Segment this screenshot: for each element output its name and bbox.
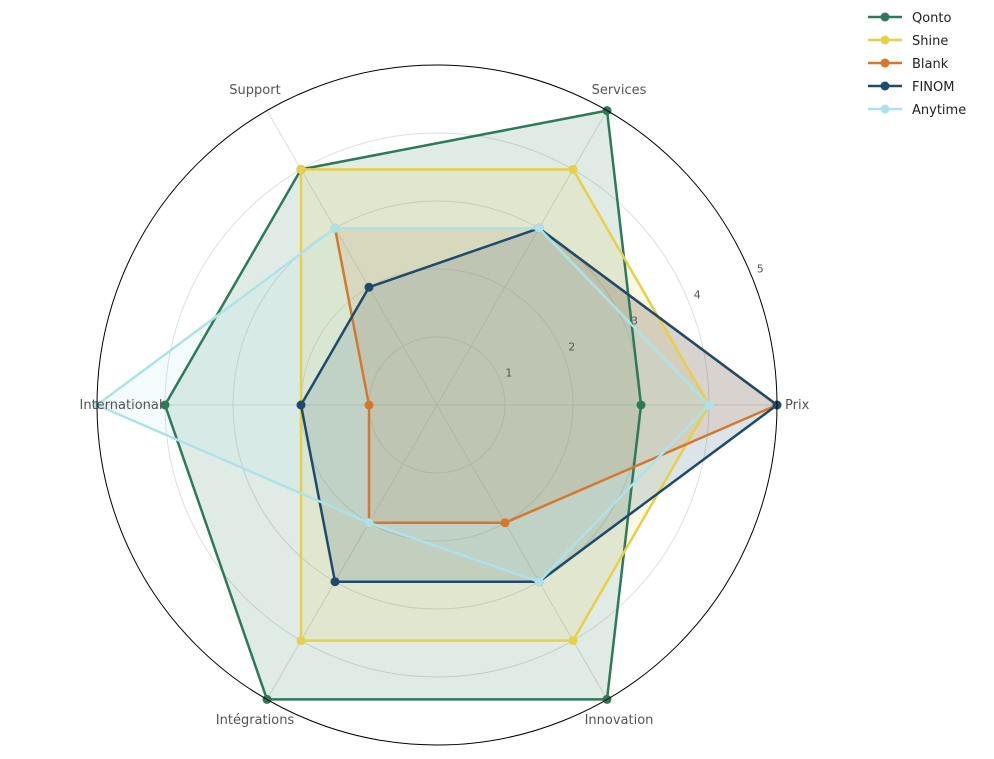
data-point: [568, 164, 578, 174]
axis-labels: Prix Services Support International Intégrat…: [80, 83, 810, 728]
legend-marker: [880, 12, 890, 22]
outer-circle: [96, 64, 778, 746]
axis-label: International: [80, 398, 163, 413]
radial-tick-label: 2: [568, 341, 575, 354]
series-area-qonto: [165, 110, 641, 700]
data-point: [364, 400, 374, 410]
legend: Qonto Shine Blank FINOM Anytime: [868, 11, 966, 118]
radial-tick-label: 4: [694, 289, 701, 302]
axis-label: Services: [592, 83, 647, 98]
data-point: [160, 400, 170, 410]
data-point: [534, 577, 544, 587]
data-point: [364, 282, 374, 292]
legend-label: Qonto: [912, 11, 952, 26]
axis-label: Support: [229, 83, 280, 98]
grid-spoke: [266, 110, 438, 406]
legend-marker: [880, 58, 890, 68]
grid-spoke: [436, 110, 608, 406]
legend-label: Anytime: [912, 103, 966, 118]
axis-label: Intégrations: [216, 713, 295, 728]
series-lines: [92, 64, 782, 746]
data-point: [296, 164, 306, 174]
legend-marker: [880, 104, 890, 114]
grid-spoke: [266, 404, 438, 700]
data-point: [704, 400, 714, 410]
data-point: [636, 400, 646, 410]
data-point: [330, 577, 340, 587]
radial-tick-label: 1: [505, 367, 512, 380]
radial-tick-label: 3: [631, 315, 638, 328]
data-point: [568, 636, 578, 646]
data-point: [296, 400, 306, 410]
legend-marker: [880, 81, 890, 91]
legend-label: FINOM: [912, 80, 955, 95]
series-area-anytime: [97, 228, 709, 582]
legend-marker: [880, 35, 890, 45]
data-point: [534, 223, 544, 233]
axis-label: Prix: [785, 398, 810, 413]
legend-item-shine: Shine: [868, 34, 948, 49]
legend-item-qonto: Qonto: [868, 11, 952, 26]
legend-label: Blank: [912, 57, 949, 72]
legend-item-blank: Blank: [868, 57, 949, 72]
data-point: [330, 223, 340, 233]
data-point: [296, 636, 306, 646]
series-areas: [97, 110, 777, 700]
data-point: [364, 518, 374, 528]
grid-spoke: [436, 404, 608, 700]
radial-tick-labels: 1 2 3 4 5: [505, 263, 763, 380]
legend-item-anytime: Anytime: [868, 103, 966, 118]
legend-item-finom: FINOM: [868, 80, 955, 95]
data-point: [500, 518, 510, 528]
axis-label: Innovation: [585, 713, 654, 728]
legend-label: Shine: [912, 34, 948, 49]
radial-tick-label: 5: [757, 263, 764, 276]
